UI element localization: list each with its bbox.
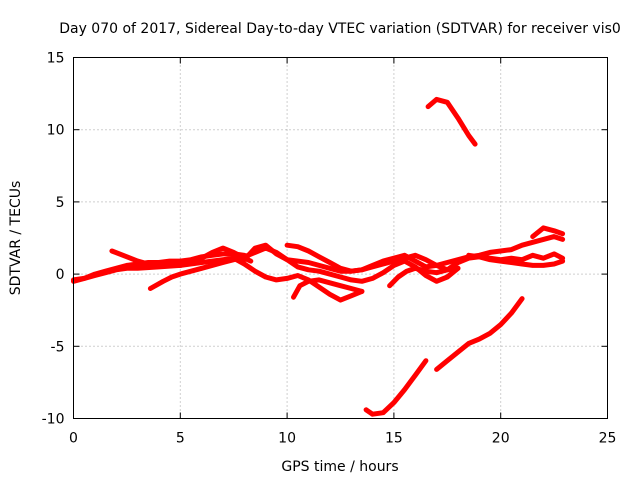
x-tick-label: 5 [176,431,185,447]
series-line-arc-10 [530,225,566,240]
y-axis: -10 -5 0 5 10 15 [42,51,608,428]
x-axis: 0 5 10 15 20 25 [69,57,617,447]
series-line-arc-9 [466,251,566,263]
x-axis-label: GPS time / hours [281,459,398,475]
series-line-arc-7 [291,277,365,300]
y-tick-label: 10 [47,123,65,139]
x-tick-label: 0 [69,431,78,447]
series-line-arc-3 [109,248,365,303]
series-line-arc-12 [363,358,429,417]
y-tick-label: 5 [56,195,65,211]
y-tick-label: -5 [51,339,65,355]
plot-frame [73,57,608,419]
data-series [71,96,566,417]
x-tick-label: 20 [492,431,510,447]
y-tick-label: -10 [42,412,65,428]
y-axis-label: SDTVAR / TECUs [8,181,24,296]
series-line-arc-6 [284,234,566,274]
series-line-arc-4 [147,245,461,291]
y-tick-label: 15 [47,51,65,67]
x-tick-label: 15 [385,431,403,447]
x-tick-label: 10 [278,431,296,447]
x-tick-label: 25 [599,431,617,447]
chart-title: Day 070 of 2017, Sidereal Day-to-day VTE… [59,21,621,37]
series-line-arc-13 [434,296,525,372]
y-tick-label: 0 [56,267,65,283]
gridlines [73,57,608,419]
series-line-arc-11 [425,96,478,147]
